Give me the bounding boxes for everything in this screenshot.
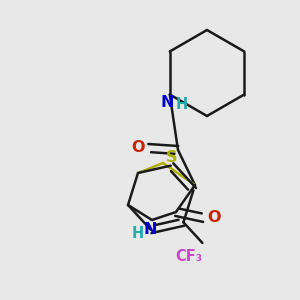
Text: N: N [143,221,157,236]
Text: CF₃: CF₃ [175,249,202,264]
Text: O: O [131,140,145,155]
Text: H: H [176,97,188,112]
Text: N: N [160,95,173,110]
Text: O: O [207,211,221,226]
Text: H: H [132,226,144,242]
Text: S: S [166,151,178,166]
